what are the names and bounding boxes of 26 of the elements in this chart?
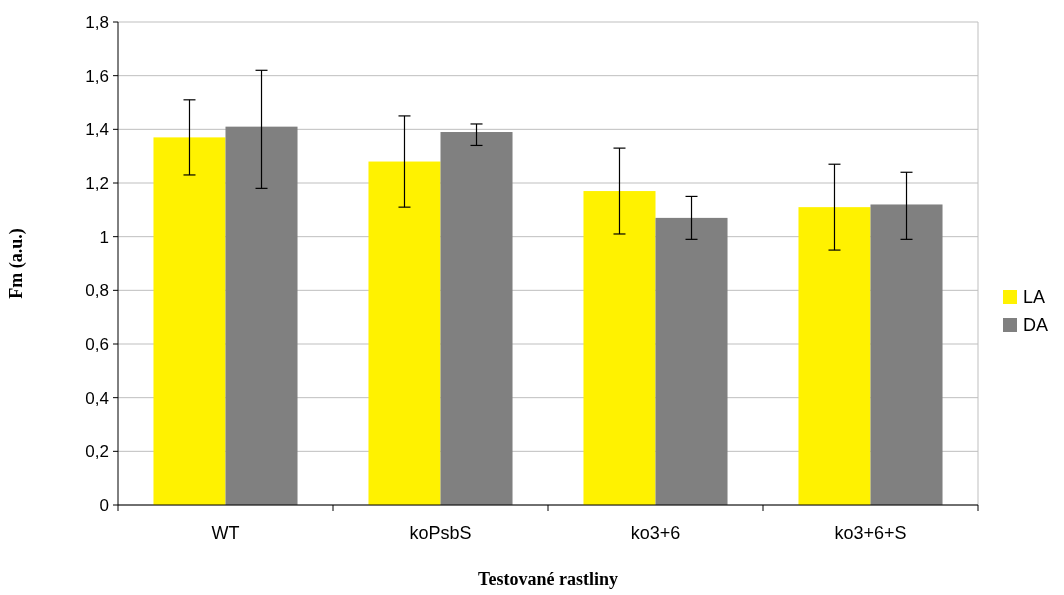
bar <box>583 191 656 505</box>
bar <box>440 132 513 505</box>
bar <box>153 137 226 505</box>
bar <box>870 204 943 505</box>
bar <box>798 207 871 505</box>
x-tick-label: koPsbS <box>409 523 472 543</box>
bar <box>225 126 298 505</box>
y-tick-label: 1,2 <box>85 173 109 193</box>
y-tick-label: 0,2 <box>85 442 109 462</box>
y-tick-label: 0,8 <box>85 281 109 301</box>
y-tick-label: 0,4 <box>85 388 109 408</box>
y-tick-label: 1,4 <box>85 120 109 140</box>
y-tick-label: 1,6 <box>85 66 109 86</box>
y-tick-label: 1 <box>99 227 109 247</box>
y-tick-label: 0 <box>99 495 109 515</box>
x-tick-label: WT <box>211 523 240 543</box>
y-tick-label: 1,8 <box>85 12 109 32</box>
bar <box>655 217 728 505</box>
legend-label: LA <box>1023 287 1046 308</box>
x-tick-label: ko3+6 <box>630 523 681 543</box>
x-axis-title: Testované rastliny <box>478 569 618 589</box>
y-axis-title: Fm (a.u.) <box>6 228 27 299</box>
x-tick-label: ko3+6+S <box>834 523 907 543</box>
legend-label: DA <box>1023 315 1049 336</box>
y-tick-label: 0,6 <box>85 334 109 354</box>
bar <box>368 161 441 505</box>
